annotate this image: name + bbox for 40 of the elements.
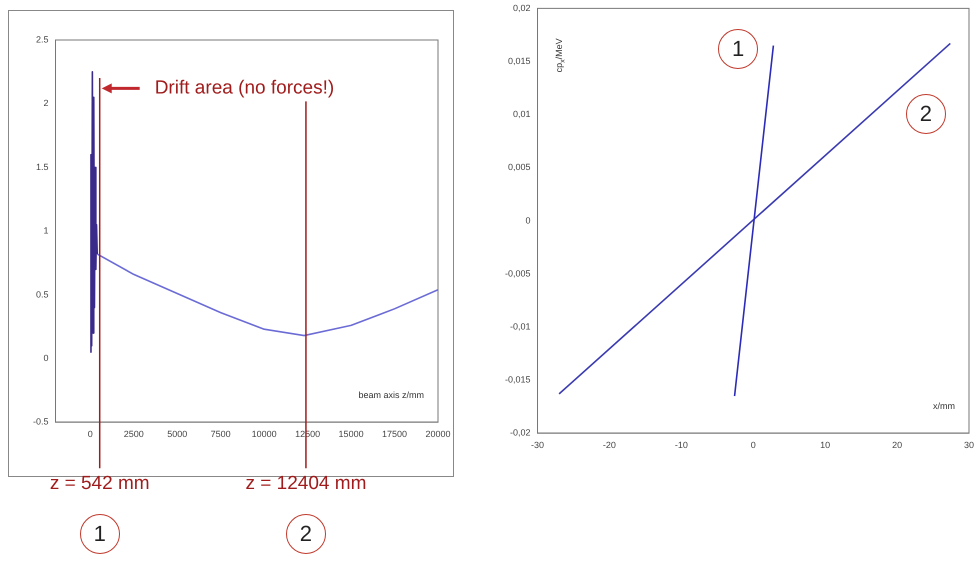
y-tick-label: 0 <box>43 352 49 363</box>
ref-line-label: z = 542 mm <box>50 472 150 494</box>
y-tick-label: 0,005 <box>508 162 531 172</box>
y-tick-label: -0,01 <box>510 321 531 332</box>
x-tick-label: 20 <box>892 440 902 450</box>
y-tick-label: 0,01 <box>512 109 531 120</box>
y-tick-label: 1 <box>43 226 49 236</box>
y-tick-label: -0.5 <box>32 416 49 427</box>
y-tick-label: 0,02 <box>512 2 531 13</box>
x-tick-label: 15000 <box>338 429 364 440</box>
x-tick-label: 7500 <box>210 429 231 440</box>
circle: 2 <box>906 94 946 134</box>
x-tick-label: -30 <box>531 440 544 450</box>
x-tick-label: 20000 <box>425 429 451 440</box>
x-tick-label: 10 <box>820 440 830 450</box>
y-tick-label: 2 <box>43 98 49 108</box>
x-axis-title: x/mm <box>932 401 955 412</box>
y-tick-label: 0 <box>526 215 531 226</box>
x-tick-label: 30 <box>964 440 974 450</box>
x-tick-label: 2500 <box>124 429 144 440</box>
x-tick-label: 0 <box>750 440 756 450</box>
circle: 1 <box>718 28 758 69</box>
circle: 1 <box>80 514 120 554</box>
x-tick-label: 0 <box>88 429 93 440</box>
x-tick-label: -20 <box>602 440 616 450</box>
y-tick-label: 0,015 <box>508 56 531 66</box>
x-axis-title: beam axis z/mm <box>358 390 424 400</box>
y-tick-label: 2.5 <box>36 34 49 44</box>
y-tick-label: -0,015 <box>504 374 531 385</box>
y-tick-label: 0.5 <box>36 289 49 300</box>
x-tick-label: 5000 <box>167 429 188 440</box>
circle: 2 <box>286 514 326 554</box>
ref-line-label: z = 12404 mm <box>245 472 366 494</box>
x-tick-label: 17500 <box>382 429 408 440</box>
annotation: Drift area (no forces!) <box>154 78 334 99</box>
x-tick-label: -10 <box>674 440 688 450</box>
y-tick-label: -0,005 <box>504 268 531 278</box>
y-tick-label: 1.5 <box>36 162 49 172</box>
x-tick-label: 10000 <box>252 429 277 440</box>
y-tick-label: -0,02 <box>510 428 531 438</box>
